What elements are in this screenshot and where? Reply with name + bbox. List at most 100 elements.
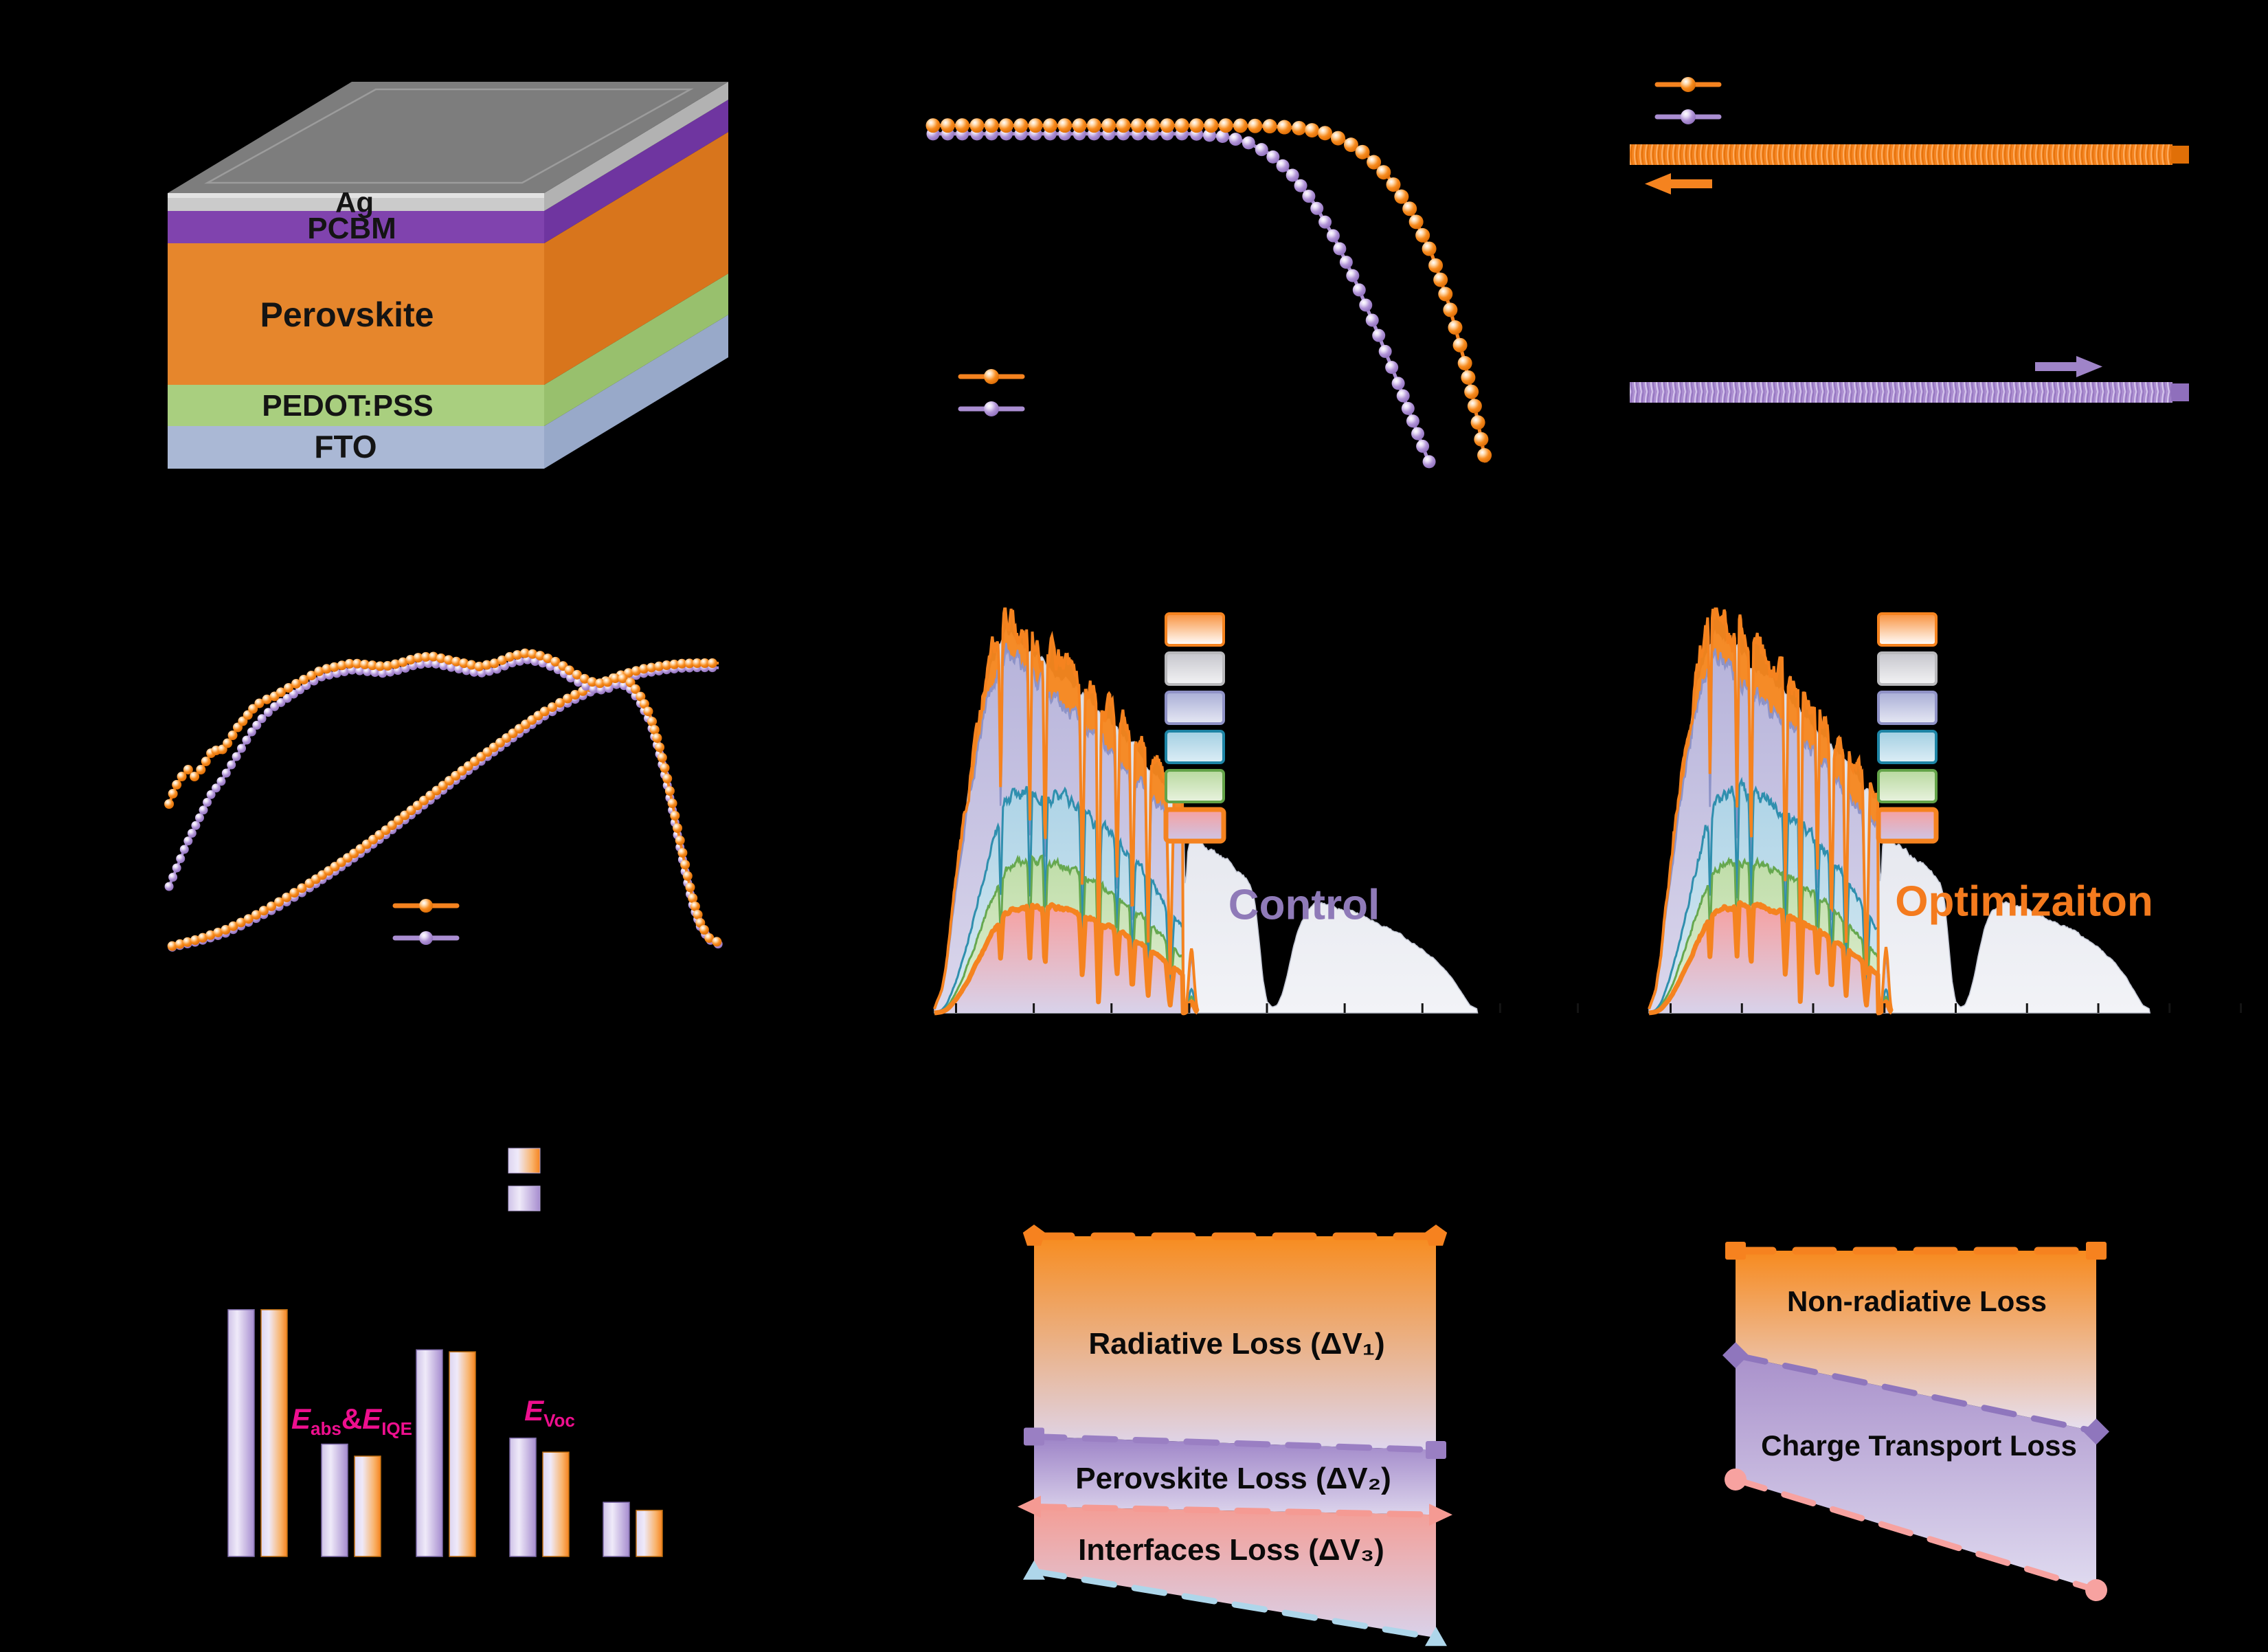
eqe-marker-jint-orange (266, 901, 276, 911)
eqe-marker-eqe-orange (497, 655, 507, 665)
spectrum-legend-swatch (1165, 612, 1225, 647)
jv-marker-purple (1346, 269, 1360, 282)
eqe-marker-jint-orange (205, 930, 216, 940)
eqe-marker-jint-orange (190, 935, 201, 946)
eqe-marker-eqe-orange (344, 658, 355, 669)
eqe-marker-eqe-purple (363, 667, 372, 676)
eqe-marker-eqe-orange (183, 765, 193, 774)
jv-marker-purple (1326, 229, 1340, 243)
spectrum-curve-orange-top (933, 607, 1200, 1016)
device-layer-front (168, 211, 544, 243)
eqe-marker-eqe-orange (625, 678, 636, 688)
spectrum-axis-tick (1812, 1003, 1815, 1013)
jv-marker-orange (1355, 144, 1370, 159)
eqe-marker-eqe-orange (572, 669, 582, 680)
eqe-marker-eqe-orange (690, 902, 700, 911)
jv-marker-orange (1386, 177, 1401, 192)
eqe-marker-eqe-orange (704, 933, 715, 943)
eqe-marker-jint-orange (198, 933, 208, 943)
spectrum-curve-orange-bottom (1647, 900, 1894, 1016)
eqe-marker-eqe-orange (610, 673, 620, 684)
loss-marker-circle (2085, 1579, 2107, 1601)
eqe-marker-eqe-orange (177, 772, 187, 781)
eqe-marker-jint-orange (243, 914, 254, 924)
eqe-marker-eqe-orange (337, 660, 347, 671)
jv-marker-purple (1365, 313, 1379, 327)
eqe-marker-jint-orange (699, 658, 710, 668)
eqe-marker-eqe-orange (643, 706, 653, 717)
spectrum-legend-swatch (1877, 730, 1938, 764)
jv-marker-orange (1233, 118, 1248, 133)
jv-marker-purple (1276, 159, 1290, 172)
bar-legend-swatch-orange (508, 1148, 541, 1174)
eqe-marker-eqe-purple (176, 854, 186, 863)
eqe-marker-eqe-orange (444, 655, 454, 665)
eqe-marker-eqe-orange (579, 673, 590, 684)
device-layer-front (168, 243, 544, 385)
eqe-marker-eqe-orange (428, 651, 438, 662)
eqe-marker-eqe-purple (289, 689, 298, 699)
eqe-marker-eqe-purple (242, 735, 251, 745)
loss-dashed-line (1031, 1503, 1439, 1518)
eqe-marker-eqe-purple (270, 702, 280, 711)
eqe-marker-eqe-purple (168, 873, 178, 882)
eqe-marker-jint-orange (677, 658, 687, 669)
jv-marker-orange (940, 118, 955, 133)
eqe-marker-eqe-orange (603, 677, 613, 687)
jv-marker-orange (1160, 118, 1175, 133)
eqe-marker-eqe-purple (172, 863, 181, 873)
eqe-marker-jint-orange (167, 941, 177, 951)
loss-marker-square (1426, 1440, 1446, 1459)
eqe-marker-eqe-purple (183, 836, 193, 846)
eqe-marker-eqe-orange (436, 653, 446, 663)
spectrum-axis-tick (1498, 1003, 1501, 1013)
eqe-marker-jint-orange (554, 697, 565, 708)
loss-region (1736, 1251, 2096, 1432)
eqe-marker-eqe-orange (675, 836, 685, 845)
jv-marker-orange (1204, 118, 1219, 133)
eqe-marker-eqe-purple (232, 752, 241, 761)
bar-orange-group4 (542, 1451, 570, 1557)
spectrum-axis-tick (1740, 1003, 1743, 1013)
jv-marker-orange (969, 118, 985, 133)
stability-legend-marker (1681, 109, 1696, 124)
jv-marker-orange (1408, 214, 1424, 230)
eqe-marker-eqe-orange (693, 910, 703, 919)
eqe-marker-jint-orange (274, 897, 284, 907)
eqe-marker-jint-orange (662, 660, 672, 671)
spectrum-curve-orange-bottom (932, 902, 1200, 1016)
jv-marker-orange (1461, 370, 1476, 385)
loss-marker-diamond (2083, 1418, 2109, 1445)
spectrum-axis-tick (2168, 1003, 2171, 1013)
eqe-marker-eqe-orange (528, 649, 538, 659)
spectrum-curve-green (934, 854, 1199, 1014)
spectrum-legend-swatch (1165, 769, 1225, 803)
eqe-marker-eqe-orange (657, 752, 667, 763)
jv-marker-purple (1228, 133, 1242, 146)
jv-marker-orange (925, 118, 941, 133)
spectrum-axis-tick (955, 1003, 957, 1013)
bar-purple-group5 (603, 1502, 630, 1557)
jv-marker-purple (1339, 256, 1353, 269)
device-layer-side (544, 274, 728, 426)
stability-band-purple-endcap (2171, 383, 2189, 401)
jv-marker-purple (1416, 439, 1430, 453)
loss-marker-square (1725, 1242, 1746, 1260)
right-arrow-shaft (2035, 362, 2076, 371)
eqe-marker-jint-orange (570, 690, 581, 700)
jv-marker-orange (1218, 118, 1233, 133)
spectrum-axis-tick (1343, 1003, 1346, 1013)
eqe-marker-jint-orange (684, 658, 695, 669)
eqe-marker-eqe-purple (247, 727, 256, 737)
eqe-marker-jint-orange (669, 659, 680, 669)
jv-marker-purple (1294, 179, 1307, 192)
jv-marker-orange (1130, 118, 1145, 133)
jv-legend-marker (984, 369, 999, 384)
eqe-marker-jint-orange (258, 906, 269, 916)
loss-region (1034, 1436, 1436, 1515)
jv-marker-purple (1352, 283, 1366, 297)
jv-marker-purple (1359, 298, 1373, 312)
eqe-marker-eqe-purple (216, 777, 226, 786)
eqe-marker-jint-orange (647, 662, 657, 673)
